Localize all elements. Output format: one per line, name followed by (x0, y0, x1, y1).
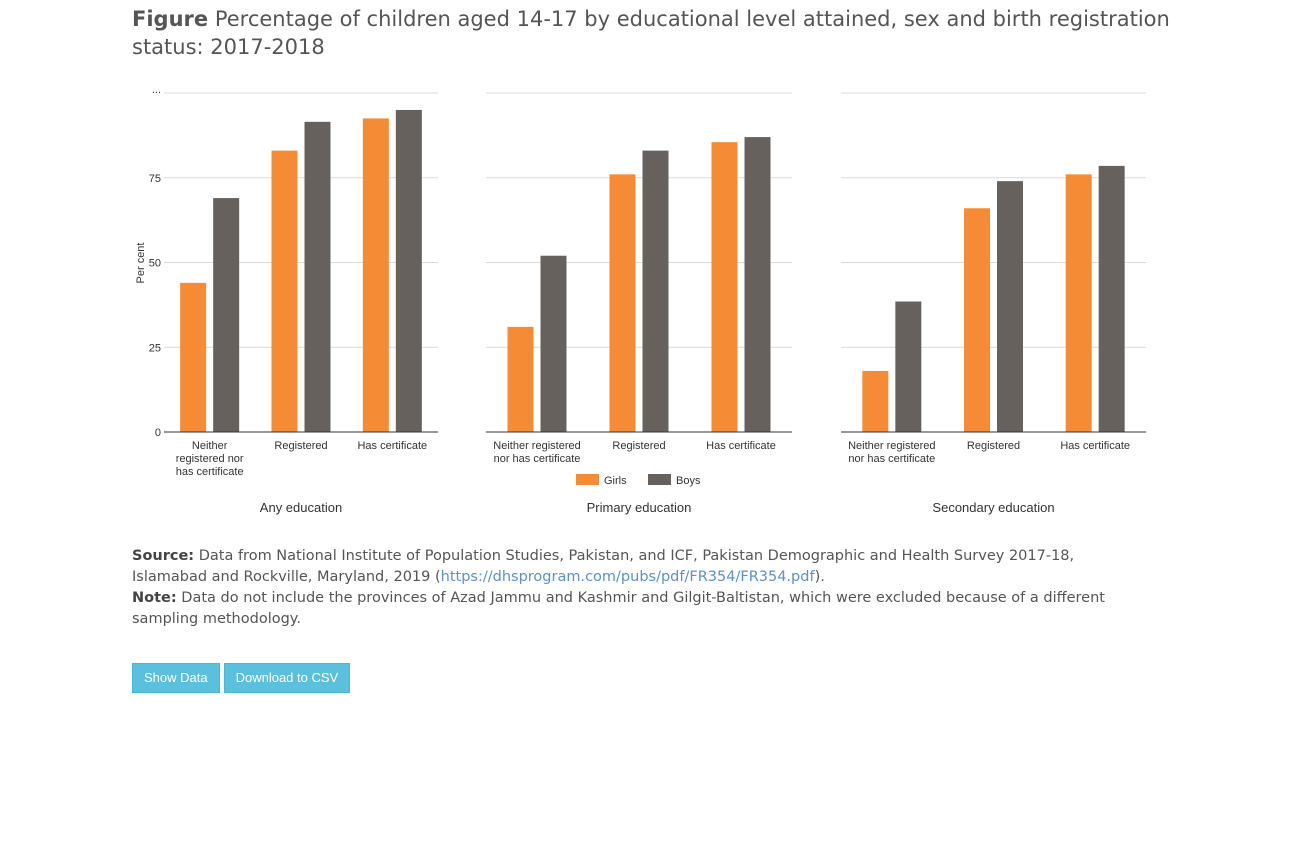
bar-boys[interactable] (642, 150, 669, 432)
x-tick-label: Has certificate (1060, 440, 1130, 452)
panel-title: Secondary education (932, 500, 1054, 515)
bar-boys[interactable] (744, 137, 771, 432)
bar-boys[interactable] (997, 181, 1023, 432)
x-tick-label: Has certificate (357, 440, 427, 452)
x-tick-label: Registered (274, 440, 327, 452)
legend-swatch-boys (648, 474, 671, 485)
show-data-button[interactable]: Show Data (132, 663, 220, 693)
legend-label-boys: Boys (676, 475, 701, 487)
x-tick-label: has certificate (176, 466, 244, 478)
bar-boys[interactable] (895, 301, 922, 432)
y-tick-label: 0 (155, 427, 161, 439)
bar-girls[interactable] (362, 118, 389, 433)
source-end: ). (814, 569, 825, 585)
source-link[interactable]: https://dhsprogram.com/pubs/pdf/FR354/FR… (440, 569, 815, 585)
x-tick-label: Registered (612, 440, 665, 452)
bar-boys[interactable] (395, 109, 422, 432)
bar-girls[interactable] (711, 142, 738, 432)
panel-title: Any education (260, 500, 342, 515)
x-tick-label: nor has certificate (848, 453, 935, 465)
source-label: Source: (132, 548, 195, 564)
panel-title: Primary education (587, 500, 692, 515)
bar-boys[interactable] (1098, 165, 1125, 432)
action-buttons: Show Data Download to CSV (132, 663, 351, 693)
y-tick-label: 75 (149, 173, 161, 185)
figure-notes: Source: Data from National Institute of … (132, 546, 1142, 630)
figure-label: Figure (132, 7, 209, 31)
legend-swatch-girls (576, 474, 599, 485)
figure-caption: Percentage of children aged 14-17 by edu… (132, 7, 1170, 59)
x-tick-label: Has certificate (706, 440, 776, 452)
y-tick-label: 25 (149, 342, 161, 354)
x-tick-label: nor has certificate (494, 453, 581, 465)
y-tick-label: 50 (149, 258, 161, 270)
bar-boys[interactable] (213, 198, 240, 432)
x-tick-label: Neither (192, 440, 228, 452)
y-axis-label: Per cent (135, 243, 147, 284)
bar-girls[interactable] (271, 150, 298, 432)
bar-girls[interactable] (507, 326, 534, 432)
legend-label-girls: Girls (604, 475, 627, 487)
figure-title: Figure Percentage of children aged 14-17… (132, 5, 1182, 61)
note-text: Data do not include the provinces of Aza… (132, 590, 1105, 627)
bar-girls[interactable] (180, 282, 207, 432)
x-tick-label: Neither registered (848, 440, 935, 452)
data-note: Note: Data do not include the provinces … (132, 588, 1142, 630)
x-tick-label: Neither registered (493, 440, 580, 452)
source-note: Source: Data from National Institute of … (132, 546, 1142, 588)
bar-girls[interactable] (609, 174, 636, 433)
bar-boys[interactable] (304, 121, 331, 432)
x-tick-label: registered nor (176, 453, 244, 465)
note-label: Note: (132, 590, 177, 606)
source-text: Data from National Institute of Populati… (132, 548, 1075, 585)
bar-girls[interactable] (964, 208, 990, 432)
bar-boys[interactable] (540, 255, 567, 432)
bar-girls[interactable] (1065, 174, 1092, 433)
download-csv-button[interactable]: Download to CSV (223, 663, 351, 693)
y-tick-label: ... (152, 84, 161, 96)
x-tick-label: Registered (967, 440, 1020, 452)
bar-girls[interactable] (862, 370, 889, 432)
